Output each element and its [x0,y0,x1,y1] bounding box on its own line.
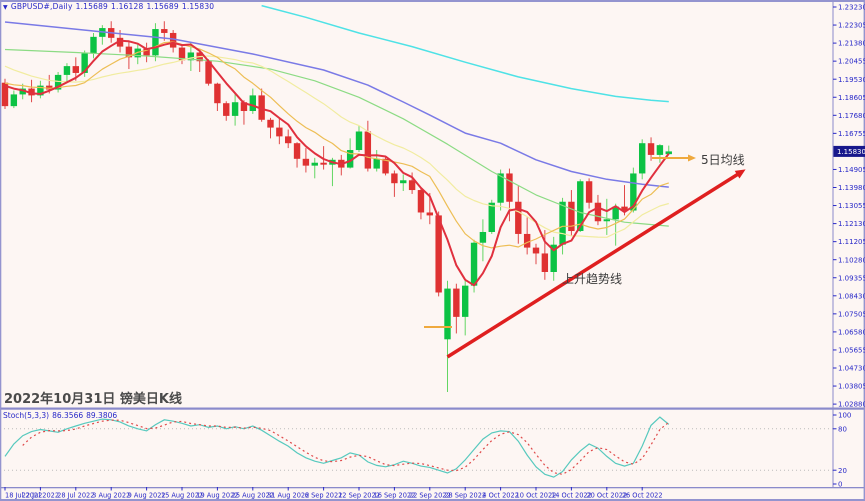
svg-text:12 Sep 2022: 12 Sep 2022 [338,492,380,500]
svg-text:1.12130: 1.12130 [838,220,865,228]
stoch-k-line [4,416,670,478]
svg-text:26 Oct 2022: 26 Oct 2022 [622,492,663,500]
svg-text:1.05655: 1.05655 [838,347,865,355]
svg-text:1.02880: 1.02880 [838,401,865,409]
svg-text:28 Sep 2022: 28 Sep 2022 [444,492,486,500]
svg-text:10 Oct 2022: 10 Oct 2022 [516,492,557,500]
svg-text:1.20455: 1.20455 [838,58,865,66]
ma-line-ma60 [4,48,669,227]
svg-text:100: 100 [838,412,851,420]
stoch-d-line [22,419,670,475]
window-border-right [863,0,865,501]
ma-line-ma10 [4,41,669,249]
svg-text:20 Oct 2022: 20 Oct 2022 [586,492,627,500]
svg-text:1.23230: 1.23230 [838,4,865,12]
svg-text:1.17680: 1.17680 [838,112,865,120]
time-axis-line [0,487,865,489]
svg-text:1.07505: 1.07505 [838,310,865,318]
svg-text:14 Oct 2022: 14 Oct 2022 [551,492,592,500]
svg-text:20: 20 [838,467,847,475]
svg-text:31 Aug 2022: 31 Aug 2022 [267,492,309,500]
current-price-tag: 1.15830 [833,145,865,157]
svg-text:1.10280: 1.10280 [838,256,865,264]
svg-text:1.14905: 1.14905 [838,166,865,174]
svg-text:1.03805: 1.03805 [838,383,865,391]
svg-text:1.22305: 1.22305 [838,22,865,30]
svg-text:15 Aug 2022: 15 Aug 2022 [161,492,203,500]
svg-text:9 Aug 2022: 9 Aug 2022 [128,492,166,500]
svg-text:1.08430: 1.08430 [838,292,865,300]
svg-text:1.19530: 1.19530 [838,76,865,84]
window-border-left [0,0,2,501]
svg-text:0: 0 [838,481,842,489]
svg-text:1.04730: 1.04730 [838,365,865,373]
svg-text:18 Jul 2022: 18 Jul 2022 [5,492,42,500]
ma-line-ma5 [4,39,670,287]
svg-text:22 Sep 2022: 22 Sep 2022 [409,492,451,500]
svg-text:3 Aug 2022: 3 Aug 2022 [92,492,130,500]
chevron-down-icon[interactable]: ▼ [3,4,8,11]
svg-text:22 Jul 2022: 22 Jul 2022 [22,492,59,500]
ma-line-ma20 [4,55,669,238]
ma-line-ma200 [261,4,669,103]
ma5-arrow [652,154,696,162]
svg-text:1.21380: 1.21380 [838,40,865,48]
svg-text:28 Jul 2022: 28 Jul 2022 [57,492,94,500]
svg-text:1.13980: 1.13980 [838,184,865,192]
svg-text:4 Oct 2022: 4 Oct 2022 [482,492,519,500]
price-axis-labels[interactable]: 1.23230 1.22305 1.21380 1.20455 1.19530 1.186… [833,4,865,409]
svg-text:1.16755: 1.16755 [838,130,865,138]
svg-text:19 Aug 2022: 19 Aug 2022 [196,492,238,500]
trendline[interactable] [446,169,746,359]
svg-text:80: 80 [838,425,847,433]
svg-text:1.18605: 1.18605 [838,94,865,102]
ma-line-ma100 [4,21,669,188]
window-border-top [0,0,865,2]
svg-text:6 Sep 2022: 6 Sep 2022 [305,492,343,500]
svg-text:1.15830: 1.15830 [837,148,865,156]
stoch-scale-labels: 100 80 20 0 [833,412,851,489]
svg-text:1.09355: 1.09355 [838,274,865,282]
svg-text:16 Sep 2022: 16 Sep 2022 [374,492,416,500]
window-border-bottom [0,499,865,501]
panel-separator[interactable] [0,407,865,410]
svg-text:1.13055: 1.13055 [838,202,865,210]
svg-text:1.06580: 1.06580 [838,328,865,336]
svg-text:1.11205: 1.11205 [838,238,865,246]
svg-text:25 Aug 2022: 25 Aug 2022 [232,492,274,500]
